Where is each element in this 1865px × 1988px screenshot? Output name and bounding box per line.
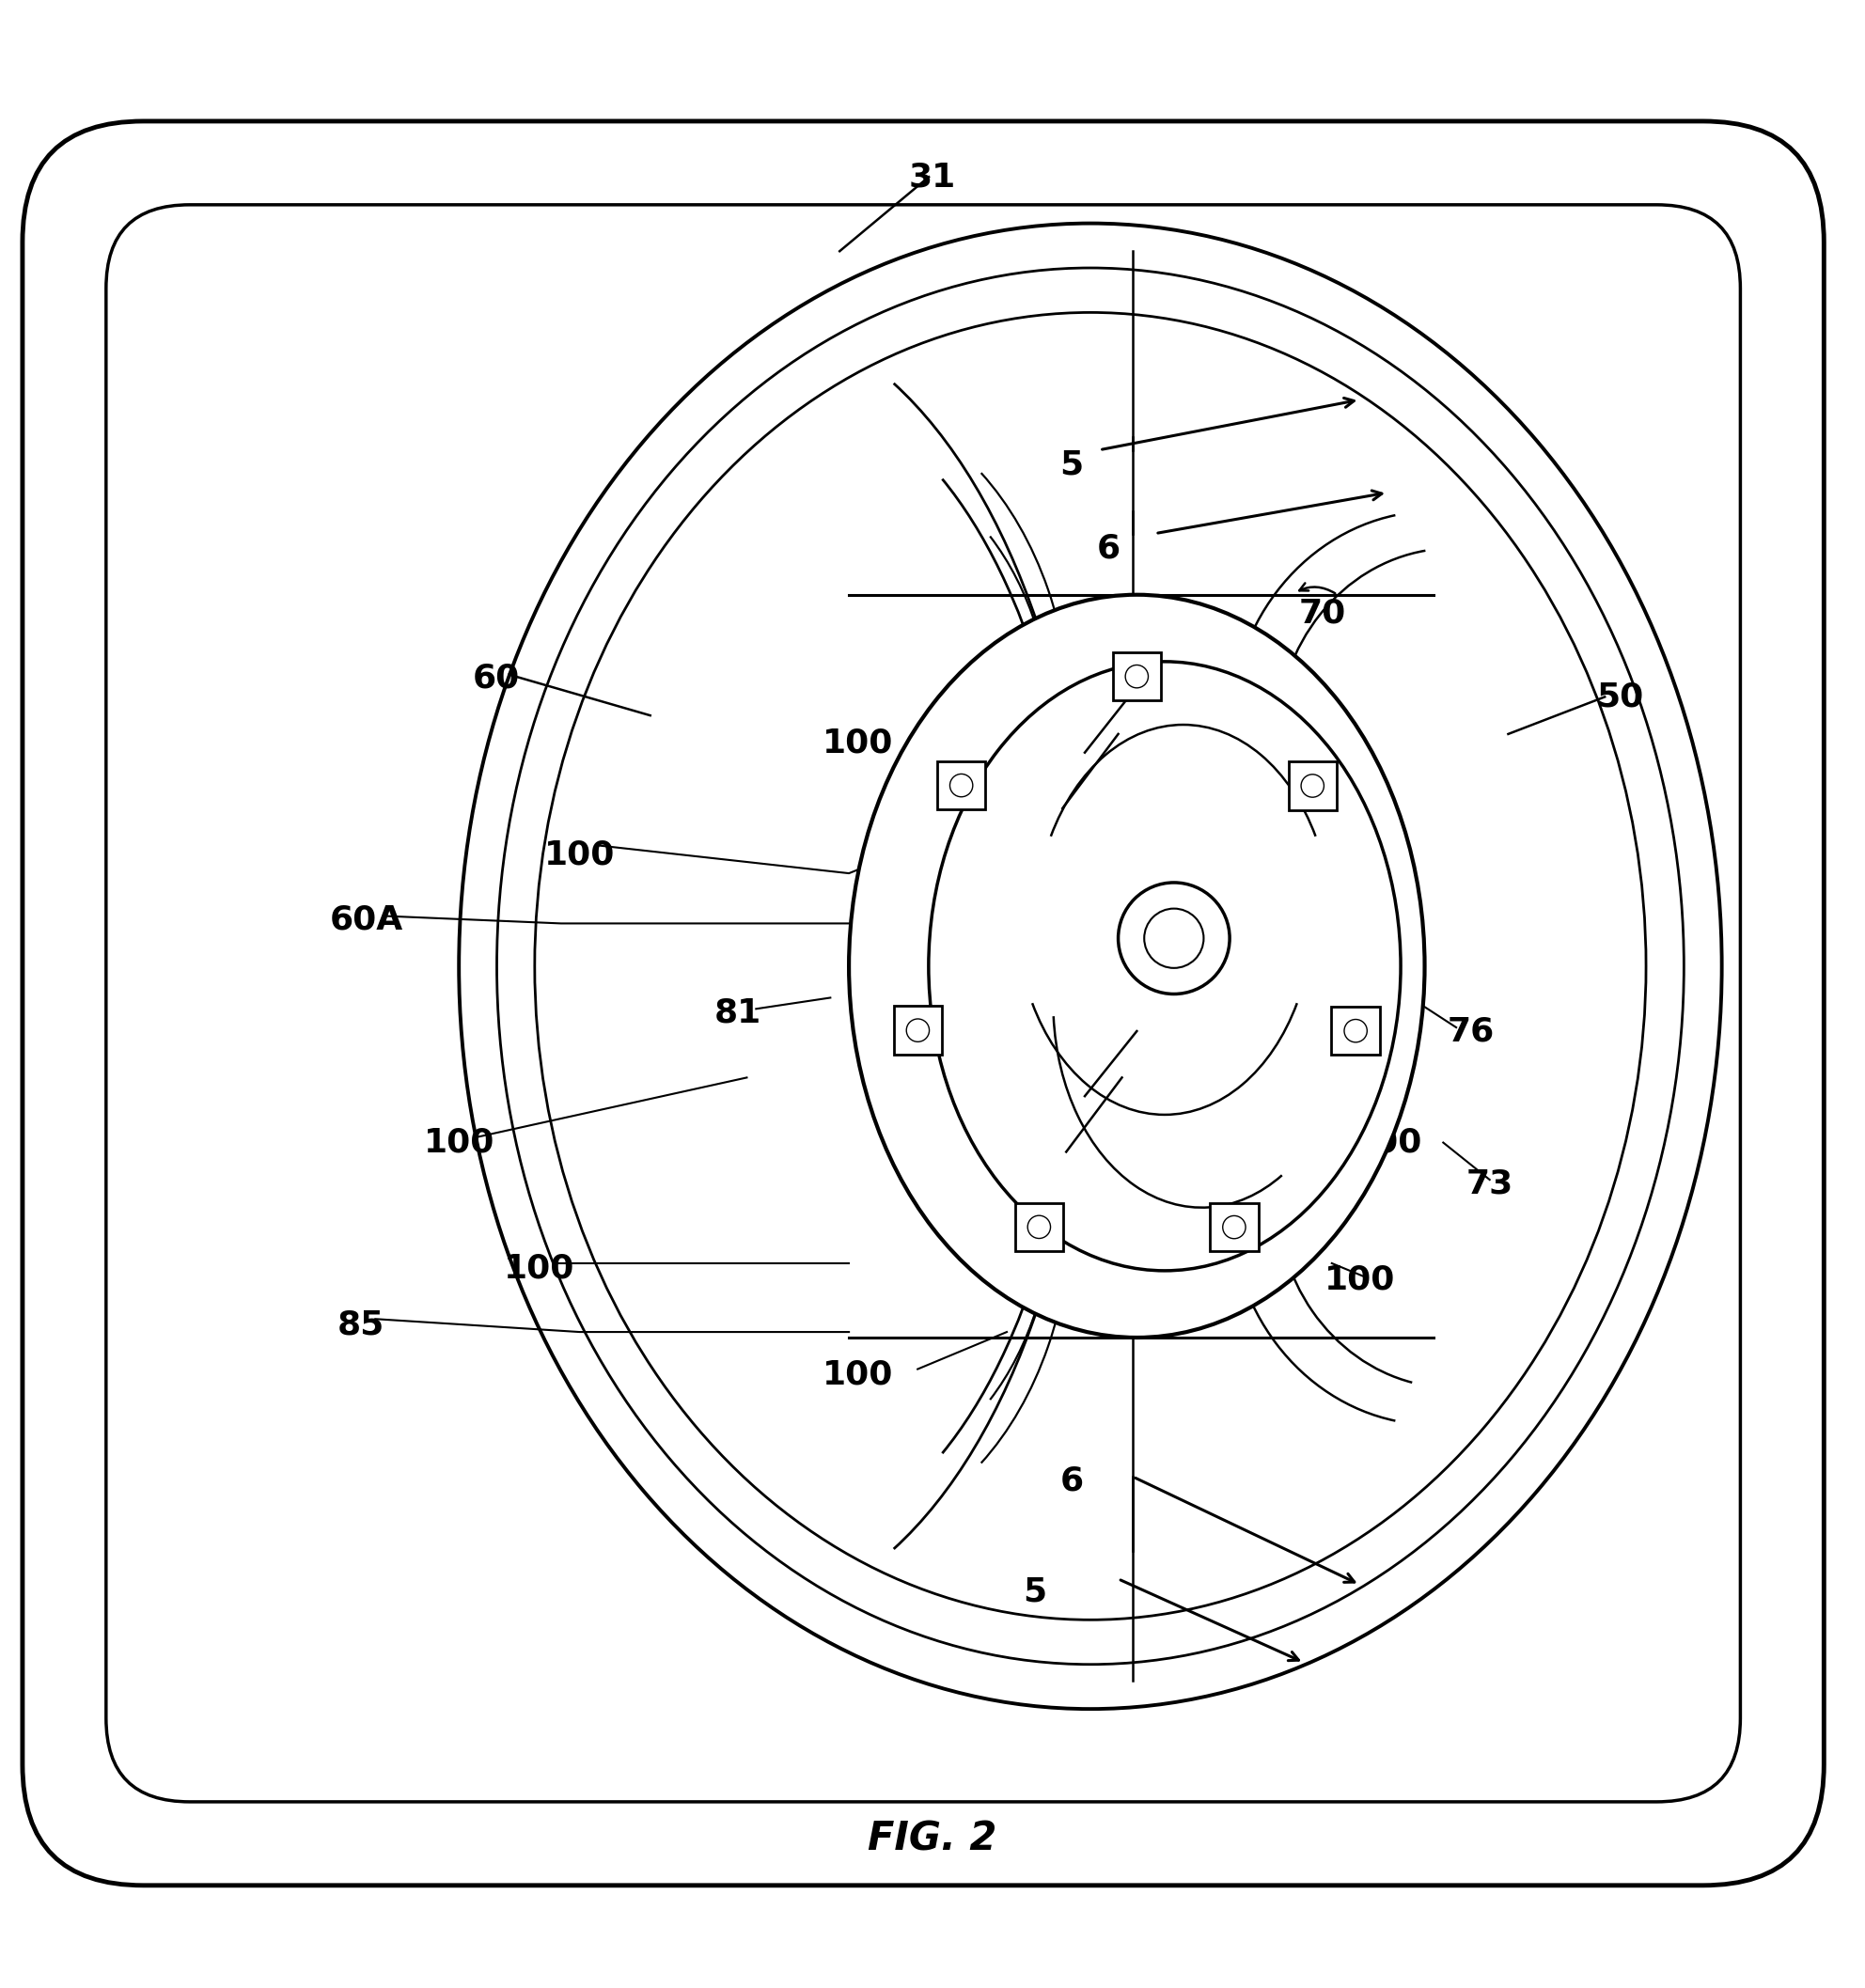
Circle shape (949, 773, 974, 797)
Circle shape (1223, 1217, 1246, 1239)
FancyBboxPatch shape (893, 1006, 942, 1054)
Text: 81: 81 (714, 996, 761, 1028)
FancyBboxPatch shape (1015, 1203, 1063, 1250)
Text: 5: 5 (1022, 1576, 1046, 1608)
Text: 70: 70 (1298, 596, 1347, 630)
Text: 100: 100 (1324, 1264, 1395, 1296)
FancyBboxPatch shape (938, 761, 985, 809)
Text: 31: 31 (908, 161, 957, 193)
Text: 60: 60 (472, 662, 520, 694)
Text: FIG. 2: FIG. 2 (867, 1819, 998, 1859)
Text: 6: 6 (1059, 1465, 1084, 1497)
Text: 100: 100 (1343, 839, 1414, 871)
Text: 5: 5 (1059, 449, 1084, 481)
Text: 100: 100 (822, 728, 893, 759)
Circle shape (906, 1020, 929, 1042)
Circle shape (1119, 883, 1229, 994)
Circle shape (1302, 775, 1324, 797)
Circle shape (1145, 909, 1203, 968)
FancyBboxPatch shape (1113, 652, 1160, 700)
FancyBboxPatch shape (1289, 761, 1337, 809)
FancyBboxPatch shape (1210, 1203, 1259, 1250)
Text: 6: 6 (1097, 533, 1121, 565)
Circle shape (1345, 1020, 1367, 1042)
Text: 73: 73 (1466, 1167, 1513, 1199)
Text: 100: 100 (1352, 1127, 1423, 1159)
Ellipse shape (849, 594, 1425, 1338)
Circle shape (1125, 666, 1149, 688)
Circle shape (1028, 1215, 1050, 1239)
Text: 85: 85 (338, 1308, 384, 1340)
Text: 100: 100 (423, 1127, 494, 1159)
FancyBboxPatch shape (1332, 1006, 1380, 1056)
Ellipse shape (929, 662, 1401, 1270)
Text: 76: 76 (1447, 1016, 1494, 1048)
Text: 50: 50 (1596, 682, 1643, 714)
Text: 60A: 60A (330, 905, 403, 936)
Text: 100: 100 (545, 839, 615, 871)
Text: 100: 100 (504, 1252, 574, 1284)
Text: 100: 100 (822, 1358, 893, 1392)
